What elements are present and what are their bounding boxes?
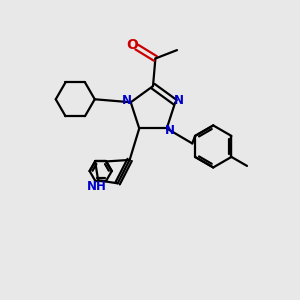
Text: O: O [127,38,139,52]
Text: NH: NH [87,180,106,193]
Text: N: N [174,94,184,107]
Text: N: N [122,94,132,107]
Text: N: N [165,124,176,137]
